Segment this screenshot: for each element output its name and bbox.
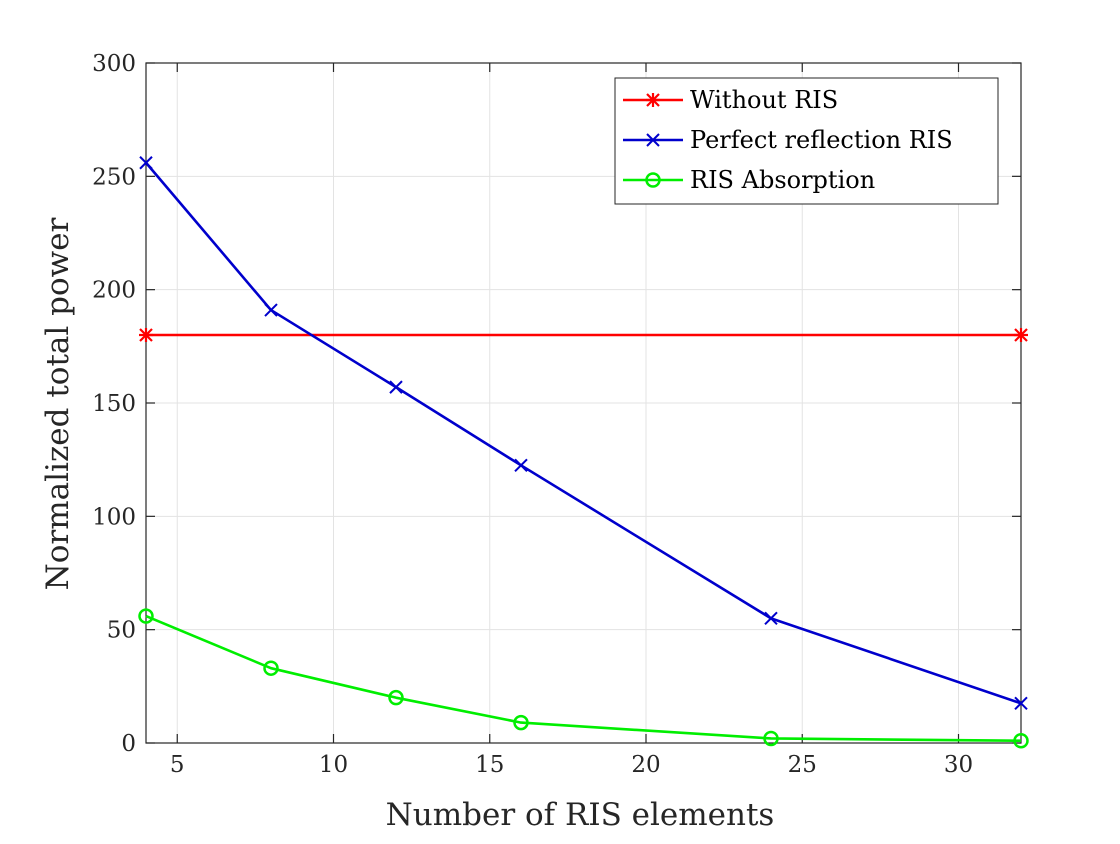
data-point-perfect-reflection-ris	[1014, 696, 1028, 711]
x-tick-label: 5	[170, 752, 185, 778]
data-point-perfect-reflection-ris	[264, 303, 278, 317]
x-tick-label: 15	[475, 752, 504, 778]
data-point-perfect-reflection-ris	[514, 458, 528, 473]
legend-item-without-ris: Without RIS	[623, 86, 838, 114]
legend-label: Perfect reflection RIS	[690, 126, 953, 154]
legend-label: RIS Absorption	[690, 166, 875, 194]
data-point-ris-absorption	[263, 660, 279, 676]
y-tick-label: 100	[92, 504, 136, 530]
series-perfect-reflection-ris	[139, 156, 1028, 711]
data-point-perfect-reflection-ris-stroke	[764, 611, 778, 626]
x-tick-label: 10	[319, 752, 348, 778]
series-lines	[138, 156, 1029, 749]
x-tick-label: 20	[631, 752, 660, 778]
data-point-ris-absorption	[388, 689, 404, 706]
x-tick-label: 30	[944, 752, 973, 778]
series-without-ris	[139, 328, 1028, 342]
x-tick-label: 25	[788, 752, 817, 778]
legend-swatch-marker-stroke	[646, 133, 660, 147]
data-point-ris-absorption	[763, 730, 779, 747]
data-point-perfect-reflection-ris-stroke	[139, 156, 153, 170]
data-point-perfect-reflection-ris	[764, 611, 778, 626]
data-point-without-ris	[1014, 328, 1028, 342]
legend-item-ris-absorption: RIS Absorption	[623, 166, 875, 194]
data-point-perfect-reflection-ris-stroke	[1014, 696, 1028, 711]
y-tick-label: 150	[92, 391, 136, 417]
series-line-ris-absorption	[145, 614, 1022, 743]
y-axis-label: Normalized total power	[40, 217, 76, 590]
data-point-perfect-reflection-ris-stroke	[514, 458, 528, 473]
legend-item-perfect-reflection-ris: Perfect reflection RIS	[623, 126, 953, 154]
y-tick-label: 0	[121, 731, 136, 757]
y-tick-label: 300	[92, 51, 136, 77]
data-point-perfect-reflection-ris	[139, 156, 153, 170]
series-line-perfect-reflection-ris	[145, 161, 1022, 705]
legend-swatch-marker	[646, 133, 660, 147]
data-point-without-ris	[139, 328, 153, 342]
data-point-ris-absorption	[513, 714, 529, 731]
series-ris-absorption	[138, 608, 1029, 749]
y-tick-label: 250	[92, 164, 136, 190]
data-point-ris-absorption	[1013, 732, 1029, 749]
legend: Without RIS Perfect reflection RIS RIS Abs…	[614, 77, 999, 205]
legend-swatch-marker	[646, 93, 660, 107]
data-point-perfect-reflection-ris-stroke	[264, 303, 278, 317]
data-point-perfect-reflection-ris-stroke	[389, 380, 403, 394]
legend-label: Without RIS	[690, 86, 838, 114]
x-axis-label: Number of RIS elements	[386, 797, 775, 833]
data-point-ris-absorption	[138, 608, 154, 624]
legend-swatch-marker	[645, 172, 661, 188]
y-tick-label: 200	[92, 278, 136, 304]
data-point-perfect-reflection-ris	[389, 380, 403, 394]
y-tick-label: 50	[107, 618, 136, 644]
